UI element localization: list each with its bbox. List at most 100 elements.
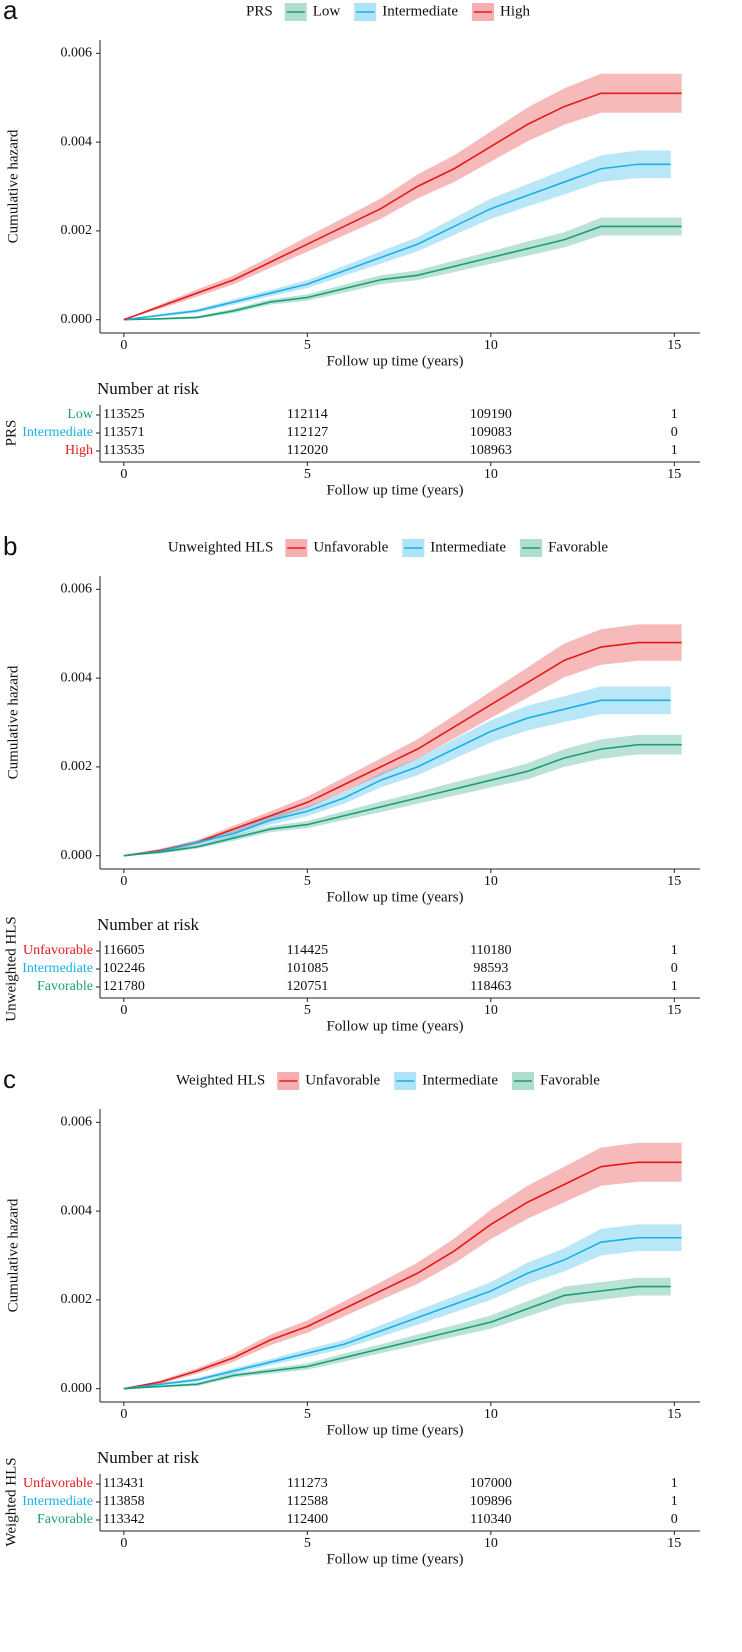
legend-label: Low — [313, 3, 341, 19]
table-x-title: Follow up time (years) — [326, 482, 463, 498]
y-tick-label: 0.000 — [61, 1381, 93, 1396]
table-x-tick-label: 0 — [120, 1003, 127, 1018]
table-row-label: Intermediate — [22, 961, 93, 976]
table-y-title: Weighted HLS — [3, 1457, 19, 1546]
at-risk-count: 1 — [671, 407, 678, 422]
x-tick-label: 0 — [120, 338, 127, 353]
at-risk-count: 101085 — [286, 961, 328, 976]
y-tick-label: 0.000 — [61, 312, 93, 327]
at-risk-count: 109190 — [470, 407, 512, 422]
x-tick-label: 10 — [484, 874, 498, 889]
hazard-line — [123, 641, 682, 857]
confidence-band — [123, 624, 682, 856]
at-risk-count: 102246 — [103, 961, 145, 976]
at-risk-count: 112114 — [287, 407, 328, 422]
table-title: Number at risk — [97, 379, 199, 398]
table-x-tick-label: 10 — [484, 467, 498, 482]
y-tick-label: 0.006 — [61, 1115, 93, 1130]
at-risk-count: 111273 — [287, 1476, 328, 1491]
y-tick-label: 0.004 — [61, 134, 93, 149]
x-axis-title: Follow up time (years) — [326, 889, 463, 905]
legend-title: Unweighted HLS — [168, 539, 273, 555]
at-risk-count: 113535 — [103, 443, 144, 458]
confidence-band — [123, 686, 671, 856]
panel-label: a — [3, 0, 18, 25]
hazard-line — [123, 699, 671, 857]
x-tick-label: 15 — [667, 874, 681, 889]
x-tick-label: 10 — [484, 338, 498, 353]
at-risk-count: 113571 — [103, 425, 144, 440]
table-y-title: Unweighted HLS — [3, 916, 19, 1021]
legend-label: Intermediate — [430, 539, 506, 555]
at-risk-count: 107000 — [470, 1476, 512, 1491]
at-risk-count: 113858 — [103, 1494, 144, 1509]
hazard-line — [123, 1161, 682, 1390]
legend-label: Intermediate — [422, 1072, 498, 1088]
table-row-label: Unfavorable — [23, 943, 93, 958]
at-risk-count: 113431 — [103, 1476, 144, 1491]
confidence-band — [123, 1142, 682, 1389]
at-risk-count: 110180 — [470, 943, 511, 958]
confidence-band — [123, 217, 682, 320]
y-axis-title: Cumulative hazard — [5, 1198, 21, 1312]
y-tick-label: 0.006 — [61, 46, 93, 61]
table-row-label: Low — [67, 407, 94, 422]
legend-label: High — [500, 3, 531, 19]
table-x-tick-label: 15 — [667, 1536, 681, 1551]
at-risk-count: 112127 — [287, 425, 328, 440]
y-tick-label: 0.006 — [61, 582, 93, 597]
x-tick-label: 15 — [667, 338, 681, 353]
at-risk-count: 0 — [671, 425, 678, 440]
legend-title: Weighted HLS — [176, 1072, 265, 1088]
table-x-tick-label: 5 — [304, 1003, 311, 1018]
table-x-title: Follow up time (years) — [326, 1018, 463, 1034]
confidence-band — [123, 73, 682, 320]
at-risk-count: 0 — [671, 1512, 678, 1527]
at-risk-count: 121780 — [103, 979, 145, 994]
hazard-line — [123, 225, 682, 321]
table-x-tick-label: 10 — [484, 1003, 498, 1018]
table-row-label: Intermediate — [22, 1494, 93, 1509]
table-row-label: Favorable — [37, 1512, 93, 1527]
x-axis-title: Follow up time (years) — [326, 353, 463, 369]
y-tick-label: 0.002 — [61, 223, 93, 238]
at-risk-count: 1 — [671, 443, 678, 458]
table-x-tick-label: 15 — [667, 1003, 681, 1018]
confidence-band — [123, 1277, 671, 1389]
table-x-tick-label: 5 — [304, 467, 311, 482]
table-x-tick-label: 0 — [120, 467, 127, 482]
y-tick-label: 0.002 — [61, 1292, 93, 1307]
at-risk-count: 1 — [671, 943, 678, 958]
legend-title: PRS — [246, 3, 273, 19]
x-tick-label: 10 — [484, 1407, 498, 1422]
at-risk-count: 118463 — [470, 979, 511, 994]
hazard-line — [123, 1236, 682, 1390]
at-risk-count: 112020 — [287, 443, 328, 458]
table-x-title: Follow up time (years) — [326, 1551, 463, 1567]
x-axis-title: Follow up time (years) — [326, 1422, 463, 1438]
hazard-line — [123, 743, 682, 857]
table-row-label: Favorable — [37, 979, 93, 994]
at-risk-count: 109083 — [470, 425, 512, 440]
x-tick-label: 0 — [120, 1407, 127, 1422]
at-risk-count: 0 — [671, 961, 678, 976]
table-x-tick-label: 0 — [120, 1536, 127, 1551]
legend-label: Favorable — [540, 1072, 600, 1088]
hazard-line — [123, 1285, 671, 1390]
x-tick-label: 5 — [304, 338, 311, 353]
at-risk-count: 1 — [671, 979, 678, 994]
y-tick-label: 0.004 — [61, 670, 93, 685]
hazard-line — [123, 163, 671, 321]
at-risk-count: 1 — [671, 1494, 678, 1509]
panel-label: c — [3, 1064, 16, 1094]
x-tick-label: 0 — [120, 874, 127, 889]
table-x-tick-label: 5 — [304, 1536, 311, 1551]
at-risk-count: 112588 — [287, 1494, 328, 1509]
at-risk-count: 98593 — [473, 961, 508, 976]
table-y-title: PRS — [3, 420, 19, 447]
at-risk-count: 114425 — [287, 943, 328, 958]
table-title: Number at risk — [97, 915, 199, 934]
legend-label: Unfavorable — [313, 539, 388, 555]
at-risk-count: 1 — [671, 1476, 678, 1491]
